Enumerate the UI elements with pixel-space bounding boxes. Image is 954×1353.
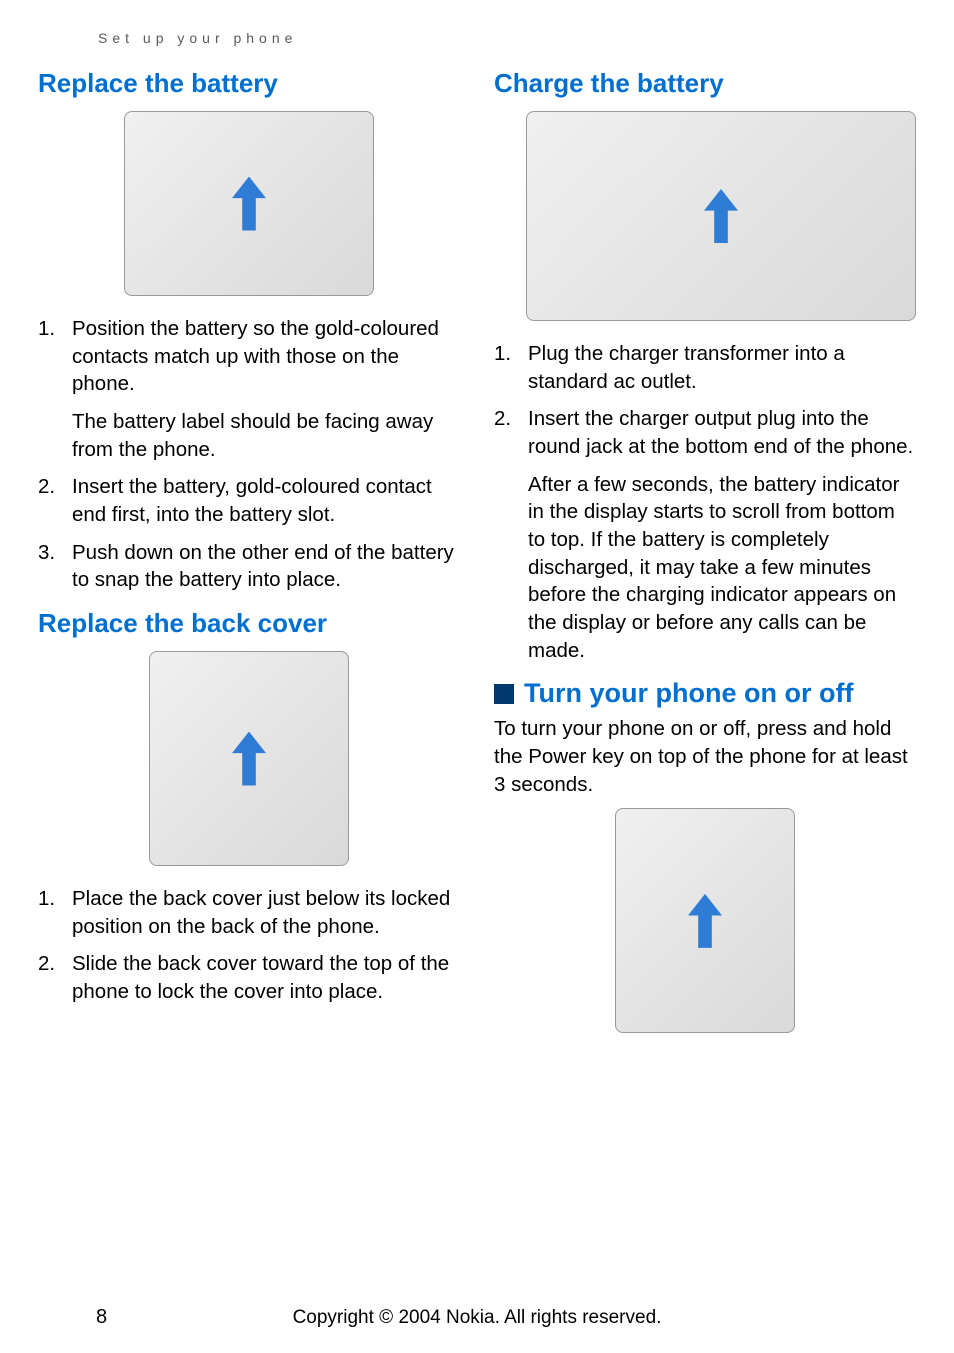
body-turn-phone-on-off: To turn your phone on or off, press and …: [494, 715, 916, 798]
list-item: Push down on the other end of the batter…: [38, 539, 460, 594]
list-item: Place the back cover just below its lock…: [38, 885, 460, 940]
heading-replace-back-cover: Replace the back cover: [38, 608, 460, 639]
steps-replace-back-cover: Place the back cover just below its lock…: [38, 885, 460, 1006]
step-text: Place the back cover just below its lock…: [72, 887, 450, 938]
step-text: Push down on the other end of the batter…: [72, 541, 454, 592]
figure-turn-phone-on-off: [494, 808, 916, 1038]
figure-replace-back-cover: [38, 651, 460, 871]
illustration-placeholder: [124, 111, 374, 296]
figure-replace-battery: [38, 111, 460, 301]
step-text: Position the battery so the gold-coloure…: [72, 317, 439, 395]
left-column: Replace the battery Position the battery…: [38, 64, 460, 1052]
heading-replace-battery: Replace the battery: [38, 68, 460, 99]
heading-charge-battery: Charge the battery: [494, 68, 916, 99]
right-column: Charge the battery Plug the charger tran…: [494, 64, 916, 1052]
illustration-placeholder: [149, 651, 349, 866]
running-head: Set up your phone: [98, 30, 916, 46]
steps-charge-battery: Plug the charger transformer into a stan…: [494, 340, 916, 664]
list-item: Insert the charger output plug into the …: [494, 405, 916, 664]
illustration-placeholder: [526, 111, 916, 321]
step-text: Slide the back cover toward the top of t…: [72, 952, 449, 1003]
heading-turn-phone-on-off: Turn your phone on or off: [494, 678, 916, 709]
two-column-layout: Replace the battery Position the battery…: [38, 64, 916, 1052]
step-note: The battery label should be facing away …: [72, 408, 460, 463]
page-number: 8: [96, 1306, 107, 1329]
figure-charge-battery: [494, 111, 916, 326]
page-footer: 8 Copyright © 2004 Nokia. All rights res…: [0, 1307, 954, 1329]
step-text: Insert the charger output plug into the …: [528, 407, 913, 458]
section-heading-text: Turn your phone on or off: [524, 678, 853, 709]
section-square-icon: [494, 684, 514, 704]
steps-replace-battery: Position the battery so the gold-coloure…: [38, 315, 460, 594]
step-note: After a few seconds, the battery indicat…: [528, 471, 916, 665]
illustration-placeholder: [615, 808, 795, 1033]
step-text: Plug the charger transformer into a stan…: [528, 342, 845, 393]
copyright-text: Copyright © 2004 Nokia. All rights reser…: [293, 1307, 662, 1328]
list-item: Slide the back cover toward the top of t…: [38, 950, 460, 1005]
step-text: Insert the battery, gold-coloured contac…: [72, 475, 432, 526]
list-item: Insert the battery, gold-coloured contac…: [38, 473, 460, 528]
list-item: Position the battery so the gold-coloure…: [38, 315, 460, 463]
list-item: Plug the charger transformer into a stan…: [494, 340, 916, 395]
